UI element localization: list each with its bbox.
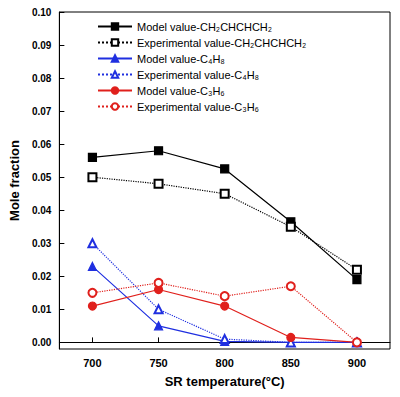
svg-text:Model value-C₃H₆: Model value-C₃H₆ — [137, 85, 225, 97]
svg-text:Experimental value-C₃H₆: Experimental value-C₃H₆ — [137, 101, 259, 113]
svg-text:900: 900 — [348, 357, 366, 369]
svg-text:Experimental value-CH₂CHCHCH₂: Experimental value-CH₂CHCHCH₂ — [137, 37, 306, 49]
svg-text:0.02: 0.02 — [32, 271, 52, 282]
svg-text:0.06: 0.06 — [32, 139, 52, 150]
svg-text:750: 750 — [149, 357, 167, 369]
svg-text:SR temperature(°C): SR temperature(°C) — [165, 374, 285, 389]
svg-text:0.01: 0.01 — [32, 304, 52, 315]
svg-text:0.03: 0.03 — [32, 238, 52, 249]
svg-text:0.04: 0.04 — [32, 205, 52, 216]
svg-text:0.05: 0.05 — [32, 172, 52, 183]
svg-text:0.09: 0.09 — [32, 40, 52, 51]
svg-text:700: 700 — [83, 357, 101, 369]
svg-text:Mole fraction: Mole fraction — [7, 140, 22, 221]
svg-text:0.07: 0.07 — [32, 106, 52, 117]
svg-text:0.08: 0.08 — [32, 73, 52, 84]
svg-text:Experimental value-C₄H₈: Experimental value-C₄H₈ — [137, 69, 259, 81]
svg-text:850: 850 — [282, 357, 300, 369]
svg-text:0.10: 0.10 — [32, 7, 52, 18]
svg-text:Model value-CH₂CHCHCH₂: Model value-CH₂CHCHCH₂ — [137, 21, 272, 33]
svg-text:800: 800 — [216, 357, 234, 369]
svg-text:0.00: 0.00 — [32, 337, 52, 348]
svg-text:Model value-C₄H₈: Model value-C₄H₈ — [137, 53, 225, 65]
